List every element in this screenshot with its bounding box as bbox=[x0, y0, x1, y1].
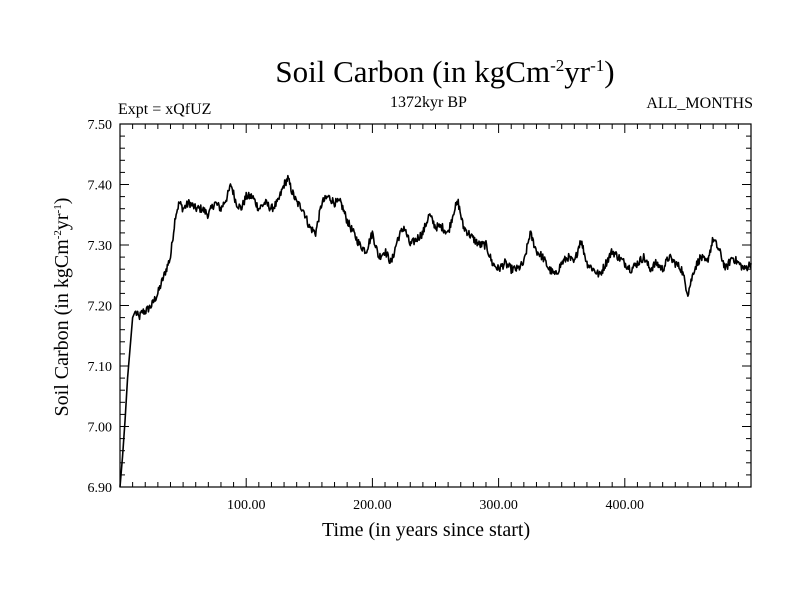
chart-title: Soil Carbon (in kgCm-2yr-1) bbox=[275, 54, 615, 89]
y-tick-label: 7.10 bbox=[88, 360, 113, 375]
period-label: 1372kyr BP bbox=[390, 94, 467, 111]
experiment-label: Expt = xQfUZ bbox=[118, 101, 212, 118]
y-tick-label: 7.50 bbox=[88, 118, 113, 133]
months-label: ALL_MONTHS bbox=[646, 95, 753, 112]
x-tick-label: 200.00 bbox=[353, 498, 392, 513]
y-tick-label: 7.40 bbox=[88, 179, 113, 194]
x-tick-label: 300.00 bbox=[479, 498, 518, 513]
y-tick-label: 7.20 bbox=[88, 300, 113, 315]
x-axis-label: Time (in years since start) bbox=[322, 519, 531, 541]
x-tick-label: 100.00 bbox=[227, 498, 266, 513]
y-tick-label: 6.90 bbox=[88, 481, 113, 496]
x-tick-label: 400.00 bbox=[606, 498, 645, 513]
y-tick-label: 7.30 bbox=[88, 239, 113, 254]
y-tick-label: 7.00 bbox=[88, 421, 113, 436]
soil-carbon-series-line bbox=[119, 174, 752, 488]
plot-frame bbox=[119, 123, 752, 488]
